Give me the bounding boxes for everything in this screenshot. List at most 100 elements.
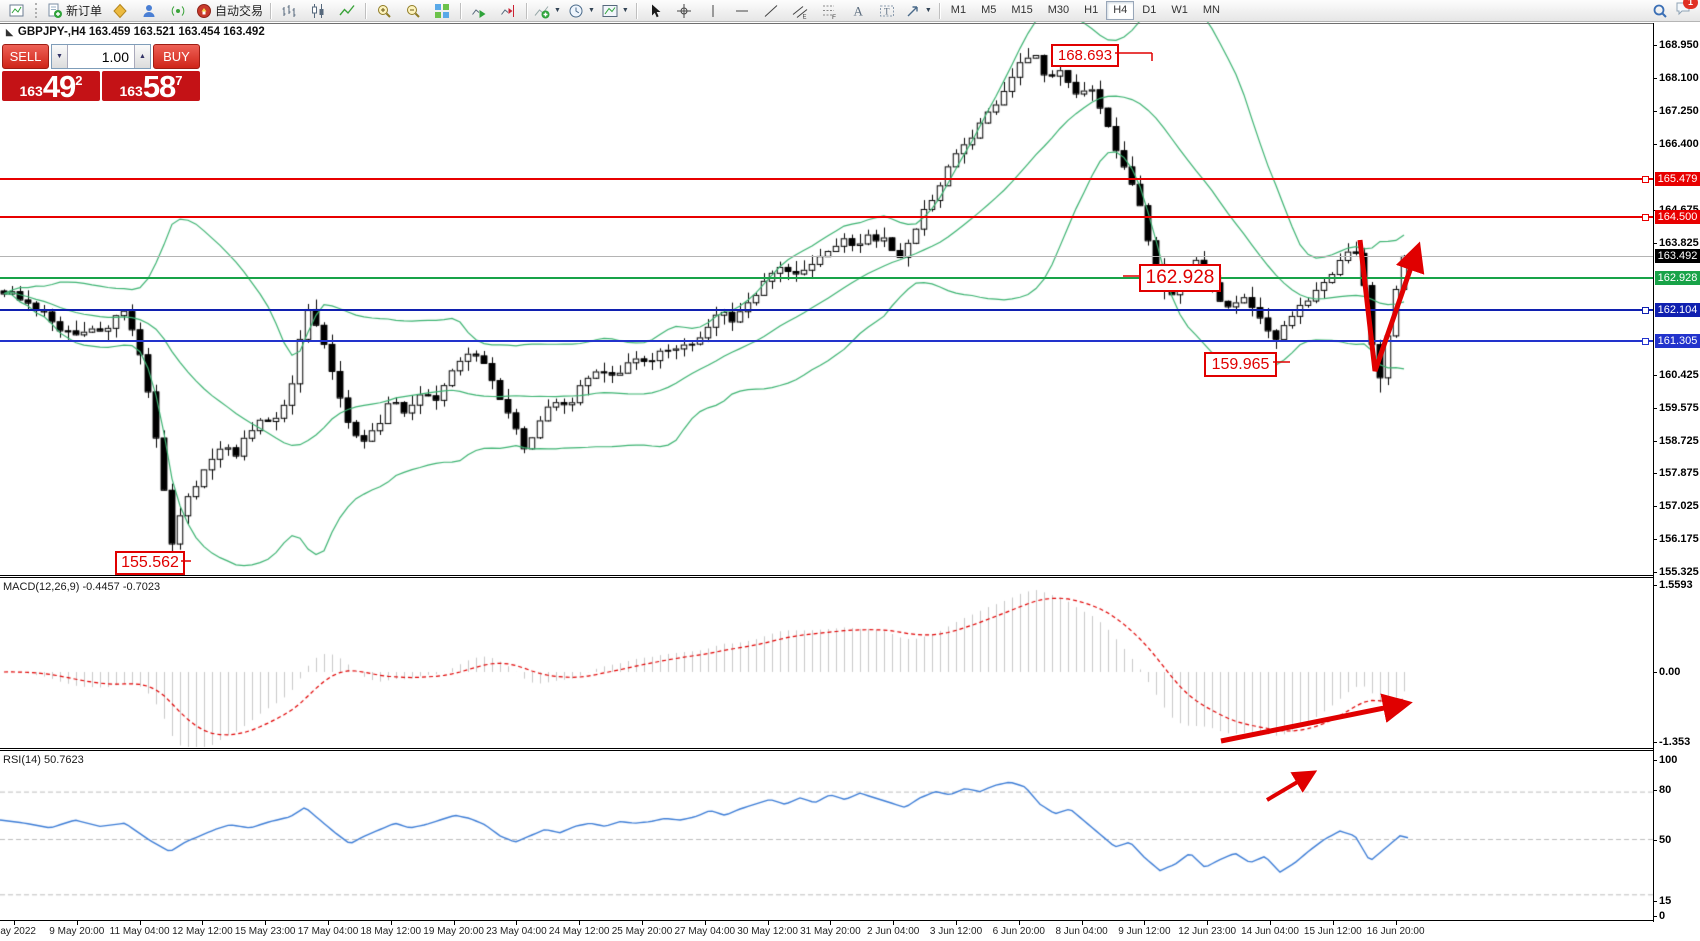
time-axis-label[interactable]: 24 May 12:00 [548, 926, 610, 937]
time-axis-label[interactable]: 9 Jun 12:00 [1118, 926, 1171, 937]
time-axis-label[interactable]: 9 May 20:00 [49, 926, 105, 937]
text-icon[interactable]: A [844, 1, 872, 21]
timeframe-m15[interactable]: M15 [1011, 4, 1033, 16]
periods-icon[interactable]: ▼ [565, 1, 598, 21]
time-axis-tick [704, 921, 706, 925]
panel-separator[interactable] [0, 577, 1653, 578]
axis-tick-label: 50 [1652, 834, 1672, 846]
current-price-line[interactable] [0, 256, 1653, 257]
resistance-line-165479-handle[interactable] [1642, 176, 1649, 183]
time-axis-label[interactable]: May 2022 [0, 926, 36, 937]
panel-separator[interactable] [0, 575, 1653, 576]
auto-trading-button[interactable]: 自动交易 [193, 1, 266, 21]
zoom-in-icon[interactable] [370, 1, 398, 21]
indicators-icon[interactable]: ▼ [531, 1, 564, 21]
price-annotation[interactable]: 168.693 [1051, 44, 1119, 67]
timeframe-m5[interactable]: M5 [981, 4, 997, 16]
volume-input[interactable]: 1.00 [101, 48, 129, 65]
volume-stepper[interactable]: ▼ 1.00 ▲ [51, 44, 151, 69]
time-axis-label[interactable]: 15 May 23:00 [234, 926, 296, 937]
toolbar-grip[interactable] [35, 3, 40, 18]
timeframe-h4[interactable]: H4 [1106, 1, 1135, 20]
time-axis-label[interactable]: 27 May 04:00 [674, 926, 736, 937]
cursor-icon[interactable] [641, 1, 669, 21]
main-chart-canvas[interactable] [0, 22, 1654, 576]
fibonacci-icon[interactable]: F [815, 1, 843, 21]
support-line-162104-handle[interactable] [1642, 307, 1649, 314]
timeframe-mn[interactable]: MN [1202, 4, 1220, 16]
chart-shift-icon[interactable] [494, 1, 522, 21]
candlestick-chart-icon[interactable] [304, 1, 332, 21]
dropdown-arrow-icon[interactable]: ▼ [587, 7, 595, 14]
chart-window-icon[interactable] [3, 1, 31, 21]
volume-increase-button[interactable]: ▲ [134, 45, 150, 68]
trendline-icon[interactable] [757, 1, 785, 21]
dropdown-arrow-icon[interactable]: ▼ [554, 7, 561, 14]
horizontal-line-icon[interactable] [728, 1, 756, 21]
time-axis-label[interactable]: 16 Jun 20:00 [1366, 926, 1425, 937]
bar-chart-icon[interactable] [275, 1, 303, 21]
resistance-line-164500-handle[interactable] [1642, 214, 1649, 221]
time-axis-tick [14, 921, 15, 925]
support-line-161305[interactable] [0, 340, 1653, 342]
time-axis-label[interactable]: 17 May 04:00 [297, 926, 359, 937]
new-order-button[interactable]: 新订单 [44, 1, 105, 21]
crosshair-icon[interactable] [670, 1, 698, 21]
dropdown-arrow-icon[interactable]: ▼ [621, 7, 629, 14]
signals-icon[interactable] [164, 1, 192, 21]
navigator-icon[interactable] [135, 1, 163, 21]
arrows-icon[interactable]: ▼ [902, 1, 935, 21]
time-axis-label[interactable]: 15 Jun 12:00 [1303, 926, 1362, 937]
dropdown-arrow-icon[interactable]: ▼ [924, 7, 932, 14]
time-axis-label[interactable]: 14 Jun 04:00 [1241, 926, 1299, 937]
time-axis-label[interactable]: 19 May 20:00 [423, 926, 484, 937]
timeframe-m1[interactable]: M1 [950, 4, 967, 16]
panel-separator[interactable] [0, 748, 1653, 749]
market-watch-icon[interactable] [106, 1, 134, 21]
timeframe-m30[interactable]: M30 [1047, 4, 1070, 16]
resistance-line-165479[interactable] [0, 178, 1653, 180]
time-axis-label[interactable]: 30 May 12:00 [737, 926, 798, 937]
time-axis-label[interactable]: 25 May 20:00 [611, 926, 673, 937]
support-line-162928[interactable] [0, 277, 1653, 279]
buy-button[interactable]: BUY [153, 44, 200, 69]
timeframe-h1[interactable]: H1 [1084, 4, 1099, 16]
buy-price-button[interactable]: 163 58 7 [102, 71, 200, 102]
time-axis-label[interactable]: 18 May 12:00 [360, 926, 422, 937]
line-chart-icon[interactable] [333, 1, 361, 21]
time-axis-label[interactable]: 3 Jun 12:00 [929, 926, 983, 937]
time-axis-label[interactable]: 6 Jun 20:00 [992, 926, 1045, 937]
panel-separator[interactable] [0, 750, 1653, 751]
macd-panel-canvas[interactable] [0, 578, 1654, 748]
auto-scroll-icon[interactable] [465, 1, 493, 21]
channel-icon[interactable]: E [786, 1, 814, 21]
time-axis-label[interactable]: 12 Jun 23:00 [1178, 926, 1237, 937]
time-axis-label[interactable]: 8 Jun 04:00 [1055, 926, 1108, 937]
timeframe-d1[interactable]: D1 [1142, 4, 1157, 16]
price-tag: 162.104 [1655, 303, 1700, 317]
search-icon[interactable] [1646, 1, 1674, 21]
timeframe-w1[interactable]: W1 [1171, 4, 1188, 16]
tile-windows-icon[interactable] [428, 1, 456, 21]
time-axis-label[interactable]: 31 May 20:00 [800, 926, 861, 937]
zoom-out-icon[interactable] [399, 1, 427, 21]
vertical-line-icon[interactable] [699, 1, 727, 21]
price-annotation[interactable]: 162.928 [1139, 264, 1221, 292]
notifications-button[interactable]: 1 [1675, 0, 1698, 21]
rsi-panel-canvas[interactable] [0, 752, 1654, 920]
time-axis-label[interactable]: 2 Jun 04:00 [867, 926, 920, 937]
resistance-line-164500[interactable] [0, 216, 1653, 218]
sell-button[interactable]: SELL [2, 44, 49, 69]
support-line-161305-handle[interactable] [1642, 338, 1649, 345]
sell-price-pip: 2 [75, 73, 83, 88]
time-axis-label[interactable]: 23 May 04:00 [486, 926, 547, 937]
time-axis-label[interactable]: 12 May 12:00 [172, 926, 233, 937]
price-annotation[interactable]: 155.562 [115, 551, 185, 575]
label-icon[interactable]: T [873, 1, 901, 21]
time-axis-label[interactable]: 11 May 04:00 [109, 926, 170, 937]
volume-decrease-button[interactable]: ▼ [52, 45, 68, 68]
sell-price-button[interactable]: 163 49 2 [2, 71, 100, 102]
support-line-162104[interactable] [0, 309, 1653, 311]
price-annotation[interactable]: 159.965 [1204, 352, 1277, 377]
templates-icon[interactable]: ▼ [599, 1, 632, 21]
